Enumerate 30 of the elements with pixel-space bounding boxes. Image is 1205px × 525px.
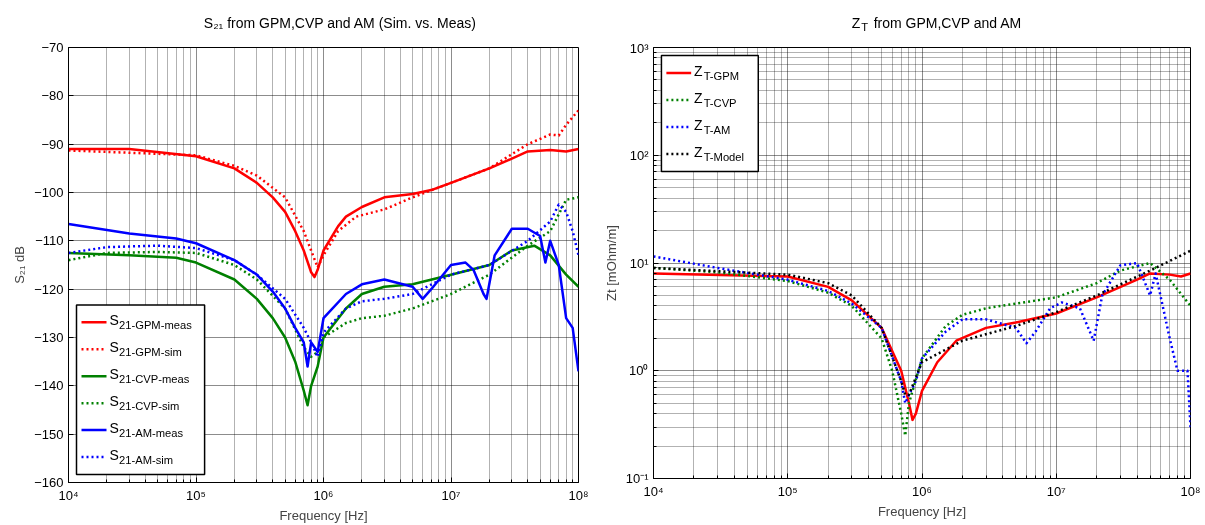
x-tick-label: 10⁶ (912, 483, 932, 499)
x-axis-title: Frequency [Hz] (877, 503, 967, 519)
x-tick-label: 10⁴ (643, 483, 664, 499)
x-tick-label: 10⁵ (186, 487, 206, 503)
y-tick-label: 10⁰ (629, 363, 649, 379)
y-tick-label: −70 (41, 40, 64, 55)
y-tick-label: 10⁻¹ (625, 471, 650, 486)
x-axis-title: Frequency [Hz] (279, 507, 368, 523)
x-tick-label: 10⁸ (568, 487, 589, 503)
y-tick-label: −90 (41, 136, 64, 152)
y-tick-label: −100 (34, 185, 64, 200)
y-tick-label: 10³ (629, 40, 650, 56)
x-tick-label: 10⁶ (313, 487, 334, 503)
x-tick-label: 10⁷ (441, 487, 461, 503)
y-tick-label: −140 (34, 378, 64, 394)
y-tick-label: −110 (35, 233, 64, 249)
y-tick-label: 10¹ (629, 255, 650, 271)
y-tick-label: 10² (629, 147, 650, 163)
y-tick-label: −160 (34, 475, 64, 490)
x-tick-label: 10⁷ (1046, 483, 1067, 499)
y-tick-label: −150 (34, 426, 64, 442)
x-tick-label: 10⁸ (1180, 483, 1201, 499)
y-tick-label: −120 (34, 281, 64, 297)
chart-title: S₂₁ from GPM,CVP and AM (Sim. vs. Meas) (203, 14, 476, 31)
y-axis-title: S₂₁ dB (12, 246, 28, 284)
y-tick-label: −80 (41, 88, 64, 104)
x-tick-label: 10⁴ (58, 487, 79, 503)
y-axis-title: Zt [mOhm/m] (603, 225, 619, 301)
x-tick-label: 10⁵ (777, 483, 798, 499)
y-tick-label: −130 (34, 330, 64, 345)
